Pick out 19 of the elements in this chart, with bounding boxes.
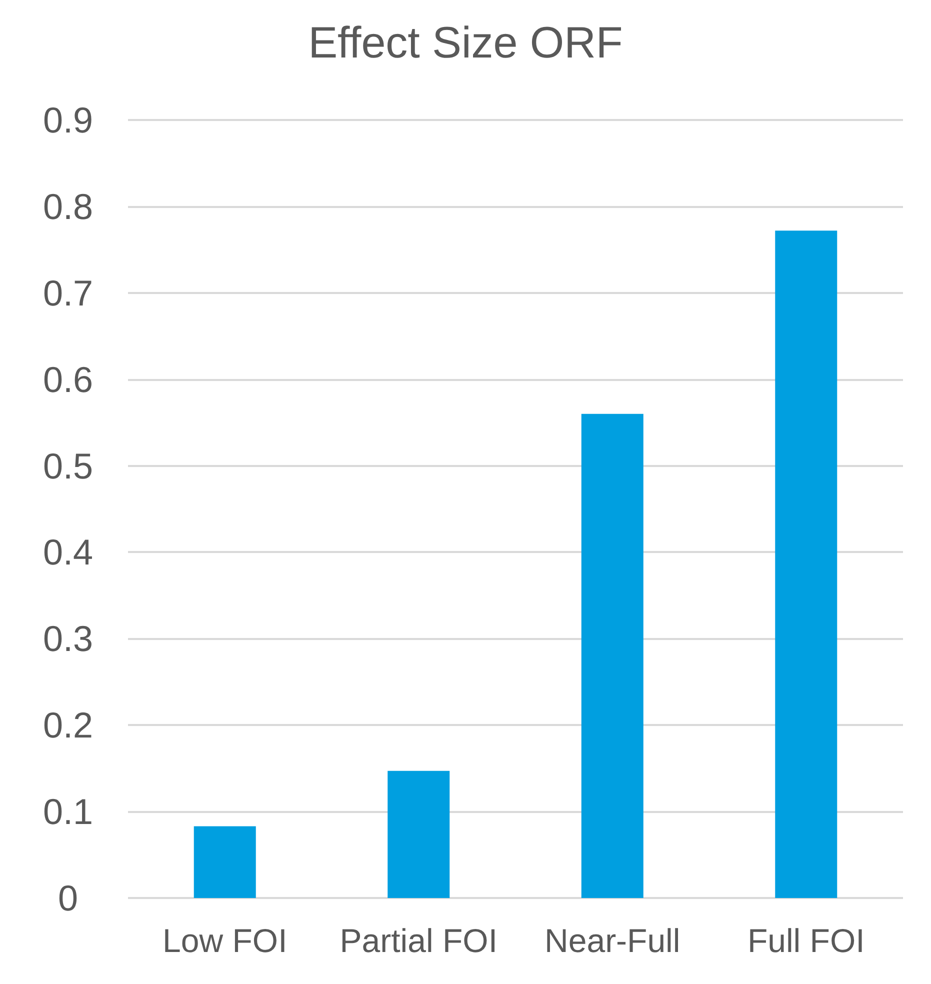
- bar: [194, 826, 256, 898]
- y-tick-label: 0.5: [42, 445, 94, 486]
- y-tick-label: 0.7: [42, 272, 94, 314]
- x-tick-label: Partial FOI: [340, 922, 498, 959]
- y-tick-label: 0.8: [42, 186, 94, 227]
- y-tick-label: 0.6: [42, 358, 94, 400]
- chart-title: Effect Size ORF: [308, 18, 623, 68]
- bar: [581, 414, 644, 898]
- bar: [388, 770, 450, 898]
- y-tick-label: 0.3: [42, 618, 94, 660]
- x-tick-label: Full FOI: [747, 922, 865, 959]
- y-tick-label: 0.4: [42, 532, 94, 573]
- bar: [775, 230, 838, 898]
- y-tick-label: 0.2: [42, 704, 94, 746]
- x-tick-label: Near-Full: [544, 922, 680, 959]
- y-tick-label: 0: [58, 878, 78, 918]
- y-tick-label: 0.1: [42, 791, 94, 832]
- y-tick-label: 0.9: [42, 100, 94, 140]
- x-tick-label: Low FOI: [162, 922, 288, 959]
